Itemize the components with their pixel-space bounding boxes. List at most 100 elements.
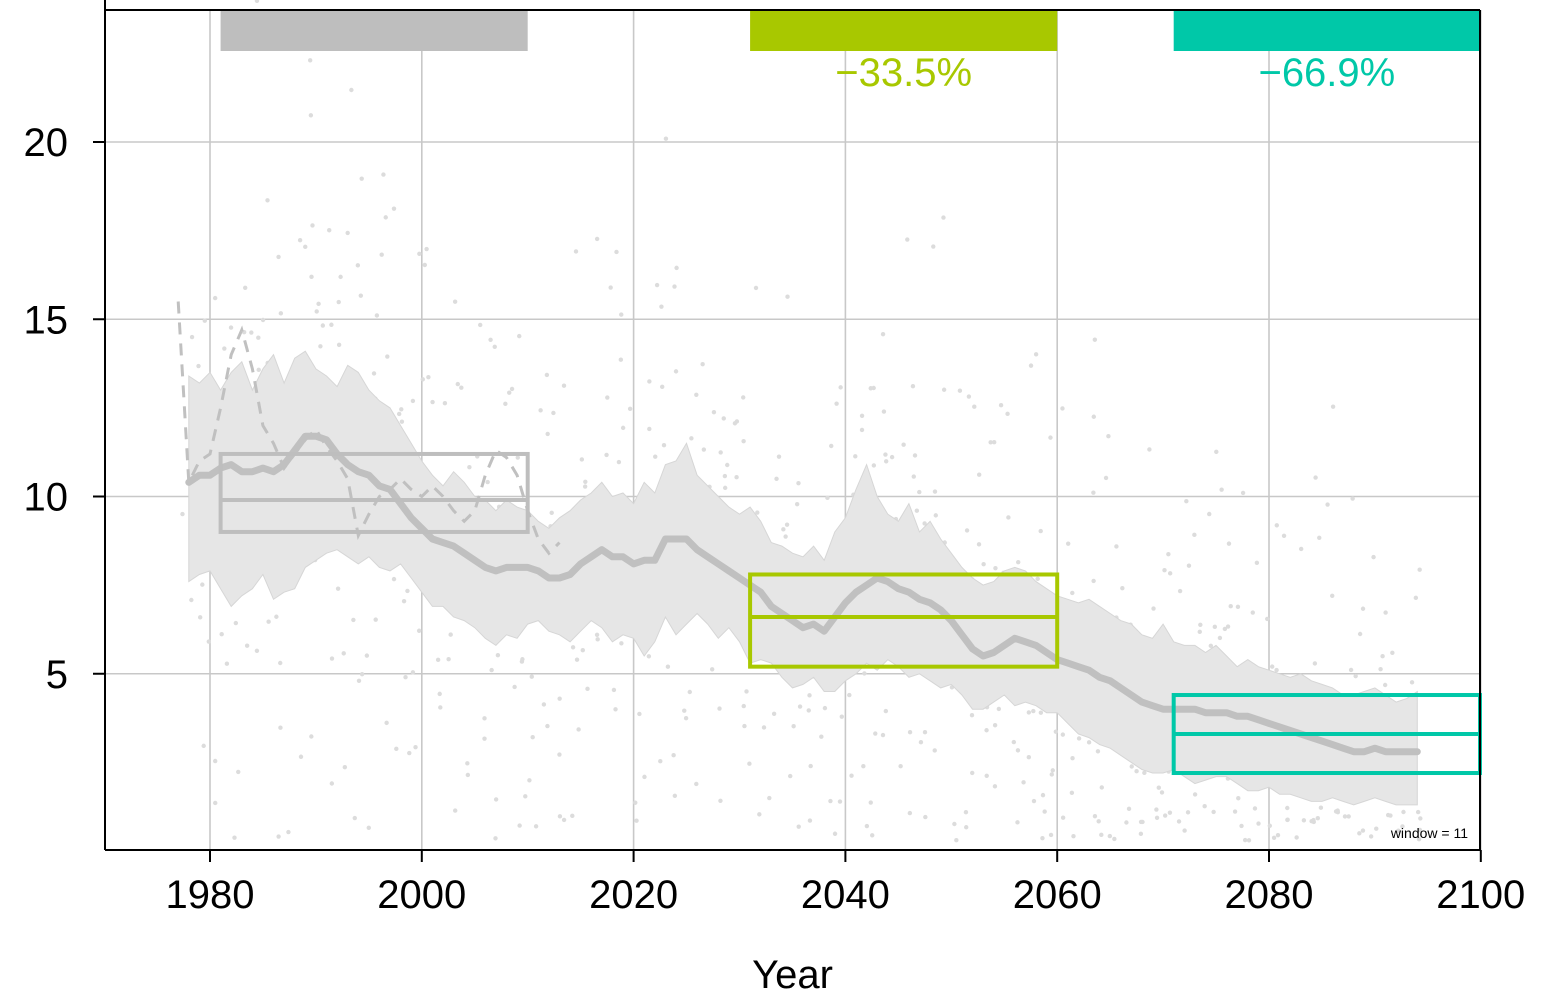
scatter-point: [1348, 667, 1354, 673]
scatter-point: [711, 409, 717, 415]
scatter-point: [278, 660, 283, 666]
scatter-point: [849, 773, 854, 778]
scatter-point: [336, 299, 341, 305]
scatter-point: [1342, 814, 1348, 819]
scatter-point: [1107, 833, 1113, 839]
scatter-point: [1038, 710, 1044, 715]
scatter-point: [633, 800, 638, 805]
scatter-point: [825, 495, 830, 501]
scatter-point: [673, 369, 679, 374]
scatter-point: [1396, 828, 1401, 833]
mean-series: [185, 432, 1421, 756]
scatter-point: [1015, 820, 1020, 825]
scatter-point: [594, 236, 600, 242]
scatter-point: [1330, 404, 1336, 409]
scatter-point: [417, 251, 422, 256]
scatter-point: [1285, 817, 1290, 823]
scatter-point: [437, 691, 442, 697]
scatter-point: [1350, 496, 1355, 501]
scatter-point: [1026, 755, 1032, 760]
scatter-point: [396, 411, 402, 417]
scatter-point: [482, 736, 487, 741]
scatter-point: [523, 794, 528, 799]
scatter-point: [213, 800, 218, 806]
scatter-point: [822, 705, 828, 711]
scatter-point: [1156, 785, 1161, 790]
scatter-point: [741, 703, 746, 709]
x-tick-label: 2080: [1225, 873, 1314, 917]
scatter-point: [700, 361, 705, 367]
scatter-point: [579, 457, 585, 462]
scatter-point: [1166, 551, 1171, 557]
scatter-point: [573, 249, 579, 254]
scatter-point: [224, 661, 230, 666]
scatter-point: [964, 528, 970, 533]
y-tick-label: 10: [24, 476, 69, 520]
scatter-point: [819, 734, 824, 739]
scatter-point: [912, 453, 918, 458]
scatter-point: [1239, 823, 1244, 829]
scatter-point: [274, 614, 279, 619]
scatter-point: [538, 408, 543, 413]
scatter-point: [993, 565, 998, 571]
scatter-point: [744, 689, 749, 694]
scatter-point: [544, 372, 550, 378]
scatter-point: [1124, 820, 1129, 825]
scatter-point: [260, 317, 266, 323]
scatter-point: [384, 720, 389, 726]
scatter-point: [718, 798, 723, 803]
scatter-point: [1269, 664, 1275, 669]
scatter-point: [512, 684, 517, 690]
scatter-point: [576, 727, 581, 732]
scatter-point: [249, 330, 254, 335]
scatter-point: [1042, 809, 1047, 814]
period-bar-0: [220, 10, 528, 51]
scatter-point: [683, 715, 689, 721]
scatter-point: [1240, 490, 1246, 496]
scatter-point: [1182, 828, 1187, 833]
scatter-point: [1159, 790, 1165, 795]
scatter-point: [932, 748, 937, 753]
scatter-point: [665, 664, 671, 669]
scatter-point: [545, 723, 550, 729]
scatter-point: [391, 206, 397, 211]
x-tick-label: 2040: [801, 873, 890, 917]
scatter-point: [1380, 654, 1385, 659]
scatter-point: [839, 714, 844, 719]
scatter-point: [1048, 832, 1054, 838]
scatter-point: [570, 813, 575, 819]
scatter-point: [976, 542, 982, 547]
scatter-point: [1390, 650, 1395, 656]
scatter-point: [898, 763, 903, 769]
scatter-point: [1016, 559, 1021, 565]
scatter-point: [1217, 635, 1223, 641]
scatter-point: [1267, 823, 1273, 828]
scatter-point: [1256, 821, 1261, 826]
period-change-label-2: −66.9%: [1258, 51, 1395, 95]
scatter-point: [570, 645, 576, 650]
scatter-point: [438, 705, 443, 710]
scatter-point: [771, 711, 777, 716]
scatter-point: [618, 357, 624, 362]
scatter-point: [1371, 554, 1376, 560]
scatter-point: [1312, 661, 1318, 666]
scatter-point: [366, 825, 371, 831]
scatter-point: [1400, 824, 1405, 829]
scatter-point: [561, 383, 567, 388]
scatter-point: [1076, 736, 1082, 741]
scatter-point: [374, 313, 380, 318]
scatter-point: [608, 285, 613, 290]
scatter-point: [1091, 414, 1096, 419]
scatter-point: [1031, 708, 1036, 714]
scatter-point: [834, 401, 839, 406]
scatter-point: [405, 588, 410, 594]
scatter-point: [1099, 785, 1104, 790]
scatter-point: [202, 318, 207, 323]
scatter-point: [189, 597, 194, 603]
scatter-point: [410, 670, 416, 675]
scatter-point: [722, 473, 728, 479]
scatter-point: [407, 750, 412, 756]
scatter-point: [1301, 818, 1307, 823]
scatter-point: [783, 534, 788, 539]
scatter-point: [687, 689, 692, 695]
